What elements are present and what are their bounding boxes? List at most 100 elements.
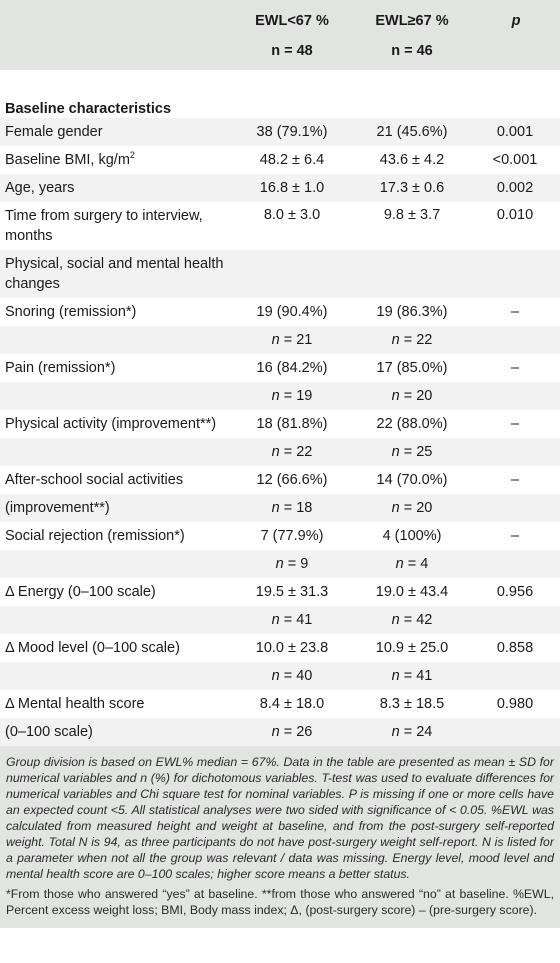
cell-p-value [472,250,560,298]
n-value: 40 [296,668,313,684]
cell-p-value: – [510,416,520,432]
row-label-text: Baseline BMI, kg/m [5,152,130,168]
table-row: Δ Mental health score 8.4 ± 18.0 8.3 ± 18.… [0,690,560,718]
row-label-text: Social rejection (remission*) [5,528,185,544]
header-empty [0,0,232,36]
row-label-text: Age, years [5,180,75,196]
n-value: 26 [296,724,313,740]
n-value: 42 [416,612,433,628]
cell-group1: 10.0 ± 23.8 [255,640,329,656]
row-label: Snoring (remission*) [0,298,232,326]
row-label [0,550,232,578]
cell-p-value: – [510,528,520,544]
section-row: Baseline characteristics [0,70,560,118]
table-row: n = 40 n = 41 [0,662,560,690]
results-table-container: EWL<67 % EWL≥67 % p n = 48 n = 46 Baseli… [0,0,560,746]
cell-group2: 10.9 ± 25.0 [375,640,449,656]
cell-group1: 12 (66.6%) [256,472,328,488]
cell-group1: 19.5 ± 31.3 [255,584,329,600]
row-label [0,662,232,690]
cell-group2: 8.3 ± 18.5 [379,696,445,712]
cell-group2-n: n = 24 [352,718,472,746]
n-prefix: n [391,332,400,348]
n-prefix: n [271,444,280,460]
n-prefix: n [391,612,400,628]
n-equals: = [279,724,297,740]
row-label: Δ Mental health score [0,690,232,718]
cell-p-value: 0.956 [496,584,534,600]
cell-group2-n: n = 42 [352,606,472,634]
n-value: 22 [296,444,313,460]
cell-group2: 9.8 ± 3.7 [383,207,441,223]
n-prefix: n [391,500,400,516]
footnote-stars: *From those who answered “yes” at baseli… [6,887,554,917]
cell-p-empty [472,382,560,410]
table-row: Physical, social and mental health chang… [0,250,560,298]
cell-group1-n: n = 40 [232,662,352,690]
n-prefix: n [271,668,280,684]
row-label-text: (0–100 scale) [5,724,93,740]
cell-group1-n: n = 9 [232,550,352,578]
n-equals: = [399,612,417,628]
header-p-empty [472,36,560,70]
n-prefix: n [271,724,280,740]
cell-group2-n: n = 20 [352,382,472,410]
cell-group2-n: n = 20 [352,494,472,522]
header-p-label: p [472,0,560,36]
cell-group1: 16.8 ± 1.0 [232,174,352,202]
cell-group2: 22 (88.0%) [376,416,448,432]
row-label-text: Δ Mood level (0–100 scale) [5,640,180,656]
row-label: Social rejection (remission*) [0,522,232,550]
footnote-main: Group division is based on EWL% median =… [6,755,554,881]
row-label [0,438,232,466]
row-label: Pain (remission*) [0,354,232,382]
cell-group1-n: n = 18 [232,494,352,522]
row-label-text: Δ Energy (0–100 scale) [5,584,156,600]
cell-group1-n: n = 26 [232,718,352,746]
row-label: Female gender [0,118,232,146]
cell-p-value: 0.002 [472,174,560,202]
table-row: n = 19 n = 20 [0,382,560,410]
table-row: Baseline BMI, kg/m2 48.2 ± 6.4 43.6 ± 4.2 <… [0,146,560,174]
cell-group2: 17.3 ± 0.6 [352,174,472,202]
row-label: Δ Energy (0–100 scale) [0,578,232,606]
cell-group2: 4 (100%) [382,528,442,544]
n-equals: = [279,668,297,684]
cell-group1 [232,250,352,298]
cell-p-empty [472,326,560,354]
n-value: 24 [416,724,433,740]
cell-p-value: <0.001 [492,152,538,168]
row-label [0,326,232,354]
n-prefix: n [271,612,280,628]
n-prefix: n [275,556,284,572]
n-prefix: n [395,556,404,572]
row-label: After-school social activities [0,466,232,494]
n-value: 21 [296,332,313,348]
n-value: 4 [420,556,429,572]
header-empty-2 [0,36,232,70]
results-table: EWL<67 % EWL≥67 % p n = 48 n = 46 Baseli… [0,0,560,746]
row-label: Physical activity (improvement**) [0,410,232,438]
row-label-text: Δ Mental health score [5,696,145,712]
row-label-text: After-school social activities [5,472,184,488]
cell-group2-n: n = 22 [352,326,472,354]
cell-group2: 17 (85.0%) [376,360,448,376]
cell-group1-n: n = 19 [232,382,352,410]
cell-group2-n: n = 41 [352,662,472,690]
cell-p-value: 0.858 [496,640,534,656]
table-row: Δ Mood level (0–100 scale) 10.0 ± 23.8 10.… [0,634,560,662]
cell-group2: 43.6 ± 4.2 [379,152,445,168]
cell-group1: 18 (81.8%) [256,416,328,432]
n-prefix: n [391,388,400,404]
table-row: n = 22 n = 25 [0,438,560,466]
cell-p-value: – [510,360,520,376]
cell-p-value: 0.001 [472,118,560,146]
table-body: Baseline characteristics Female gender 38… [0,70,560,746]
table-row: Time from surgery to interview, months 8.… [0,202,560,250]
n-prefix: n [391,444,400,460]
cell-group1-n: n = 22 [232,438,352,466]
n-value: 18 [296,500,313,516]
row-label-text: Snoring (remission*) [5,304,137,320]
n-equals: = [279,612,297,628]
table-row: (0–100 scale) n = 26 n = 24 [0,718,560,746]
